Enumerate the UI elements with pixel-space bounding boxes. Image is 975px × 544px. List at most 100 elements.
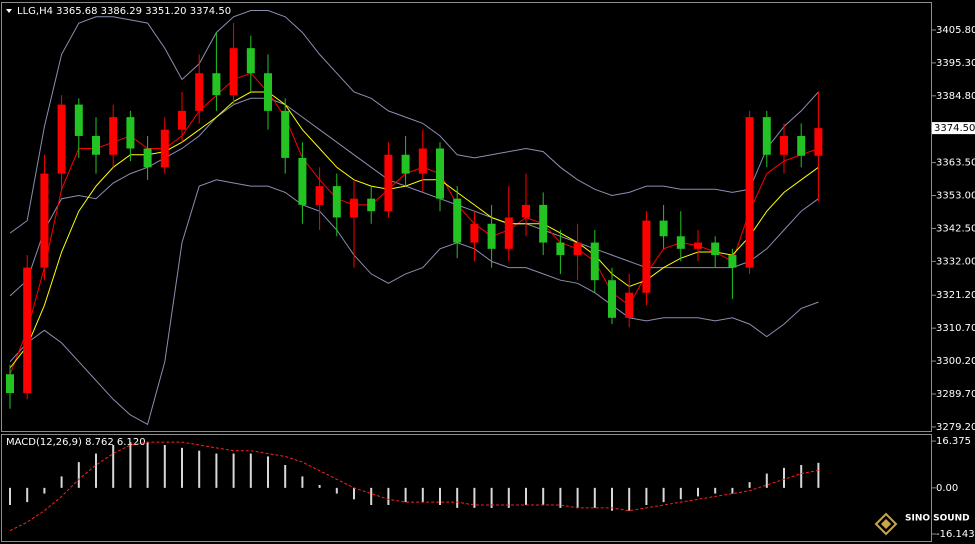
candle-body [470,223,479,243]
candle-body [814,128,823,156]
candle-body [797,135,806,156]
macd-bar [26,487,29,503]
candle-body [728,255,737,268]
macd-bar [473,487,476,508]
candle-body [539,204,548,243]
candle-body [522,204,530,218]
macd-bar [439,487,441,505]
candle-body [745,117,754,268]
y-tick-label: 0.00 [936,483,958,494]
macd-bar [9,487,11,505]
candle-body [332,186,341,218]
macd-bar [387,487,390,505]
y-tick-label: 3332.00 [936,256,975,267]
macd-bar [95,453,97,488]
candle-body [762,117,771,155]
candle-body [573,242,582,256]
candle-body [556,242,565,256]
candle-body [264,73,272,111]
candle-body [590,242,599,281]
candle-body [281,110,290,158]
watermark-text: SINO SOUND [905,514,970,524]
macd-bar [232,453,235,488]
macd-bar [267,456,269,488]
y-tick-label: 3363.50 [936,158,975,169]
candle-body [298,157,307,205]
indicator-line [9,10,819,234]
main-panel-frame [1,2,932,432]
candle-body [694,242,702,249]
macd-bar [507,487,510,508]
candle-body [453,198,462,243]
y-tick-label: 3310.70 [936,323,975,334]
macd-bar [628,487,631,511]
macd-bar [490,487,493,508]
candle-body [350,198,358,218]
macd-bar [731,487,734,494]
logo-core [881,519,891,529]
y-tick-label: 3289.70 [936,389,975,400]
y-tick-label: 3353.00 [936,191,975,202]
candle-body [212,73,221,96]
macd-bar [576,487,579,508]
candle-body [195,73,204,111]
macd-bar [542,487,545,505]
candle-body [625,292,634,318]
macd-bar [215,453,218,488]
candle-body [659,220,668,237]
macd-bar [525,487,527,505]
candle-body [384,154,393,212]
macd-bar [181,447,183,488]
macd-bar [783,467,785,488]
macd-bar [404,487,407,503]
macd-bar [662,487,665,503]
macd-panel-frame [1,434,932,542]
macd-bar [697,487,699,497]
macd-bar [353,487,355,500]
logo-diamond [874,512,898,536]
macd-bar [679,487,682,500]
candle-body [436,148,444,199]
macd-bar [421,487,424,503]
macd-bar [249,453,252,488]
macd-bar [611,487,613,511]
candle-body [676,236,685,249]
candle-body [92,135,100,155]
macd-bar [198,450,201,488]
candle-body [6,374,14,394]
candle-body [229,48,238,96]
candle-body [315,186,324,205]
macd-bar [43,487,46,494]
candle-body [74,104,83,136]
last-price-label: 3374.50 [934,123,975,134]
candle-body [367,198,376,212]
y-tick-label: 3395.30 [936,58,975,69]
candle-body [40,173,49,268]
candle-body [711,242,720,256]
candle-body [780,135,788,155]
macd-bar [645,487,648,505]
macd-bar [559,487,562,508]
macd-bar [714,487,717,494]
y-tick-label: 3405.80 [936,25,975,36]
candle-body [126,117,135,149]
menu-arrow [6,9,12,13]
y-tick-label: 16.375 [936,436,971,447]
macd-bar [284,465,287,488]
candle-body [57,104,66,174]
macd-bar [60,476,63,488]
macd-bar [318,485,321,488]
candle-body [418,148,427,174]
macd-bar [817,462,820,488]
macd-bar [146,442,149,488]
macd-bar [593,487,596,508]
macd-bar [335,487,338,494]
candle-body [23,267,32,394]
chart-title: LLG,H4 3365.68 3386.29 3351.20 3374.50 [17,6,231,17]
candle-body [143,148,152,168]
candle-body [608,280,616,318]
candle-body [401,154,410,174]
y-tick-label: -16.143 [936,529,975,540]
y-tick-label: 3279.20 [936,422,975,433]
